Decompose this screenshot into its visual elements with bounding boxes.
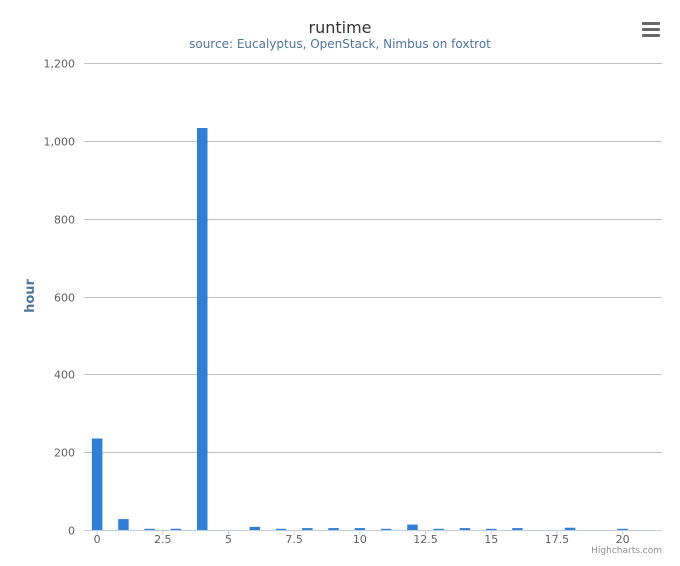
y-tick-label: 200 xyxy=(54,447,75,460)
bar[interactable] xyxy=(486,528,497,530)
bar[interactable] xyxy=(380,528,392,530)
y-tick-label: 400 xyxy=(54,369,75,382)
chart-subtitle: source: Eucalyptus, OpenStack, Nimbus on… xyxy=(189,37,491,51)
bar[interactable] xyxy=(118,519,129,530)
bar[interactable] xyxy=(249,526,261,530)
bar[interactable] xyxy=(302,528,313,530)
y-tick-label: 1,000 xyxy=(44,136,76,149)
bar[interactable] xyxy=(407,524,418,530)
y-tick-label: 0 xyxy=(68,525,75,538)
bar[interactable] xyxy=(197,128,208,530)
x-tick-label: 15 xyxy=(484,533,498,546)
bar[interactable] xyxy=(564,527,576,530)
bar[interactable] xyxy=(91,438,103,531)
bar[interactable] xyxy=(328,528,339,530)
bar[interactable] xyxy=(459,528,471,530)
export-menu-button[interactable] xyxy=(638,18,664,42)
x-tick-label: 12.5 xyxy=(413,533,438,546)
x-tick-label: 5 xyxy=(225,533,232,546)
x-tick-labels: 0 2.5 5 7.5 10 12.5 15 17.5 20 xyxy=(94,530,630,546)
bar[interactable] xyxy=(144,528,155,530)
x-tick-label: 7.5 xyxy=(285,533,303,546)
x-tick-label: 0 xyxy=(94,533,101,546)
hamburger-menu-icon[interactable] xyxy=(642,22,660,37)
credits-link[interactable]: Highcharts.com xyxy=(591,546,662,556)
chart-title: runtime xyxy=(308,18,371,37)
y-tick-labels: 0 200 400 600 800 1,000 1,200 xyxy=(44,58,76,538)
bar[interactable] xyxy=(354,528,366,530)
y-gridlines xyxy=(84,63,662,453)
x-tick-label: 20 xyxy=(616,533,630,546)
bar[interactable] xyxy=(512,528,523,530)
bar[interactable] xyxy=(170,528,182,530)
y-tick-label: 800 xyxy=(54,214,75,227)
x-tick-label: 2.5 xyxy=(154,533,172,546)
bar[interactable] xyxy=(433,528,444,530)
bar[interactable] xyxy=(617,528,628,530)
y-tick-label: 1,200 xyxy=(44,58,76,71)
x-tick-label: 10 xyxy=(353,533,367,546)
bar[interactable] xyxy=(275,528,287,530)
x-tick-label: 17.5 xyxy=(545,533,570,546)
y-axis-title: hour xyxy=(23,278,38,312)
y-tick-label: 600 xyxy=(54,292,75,305)
bar-series xyxy=(91,128,628,531)
